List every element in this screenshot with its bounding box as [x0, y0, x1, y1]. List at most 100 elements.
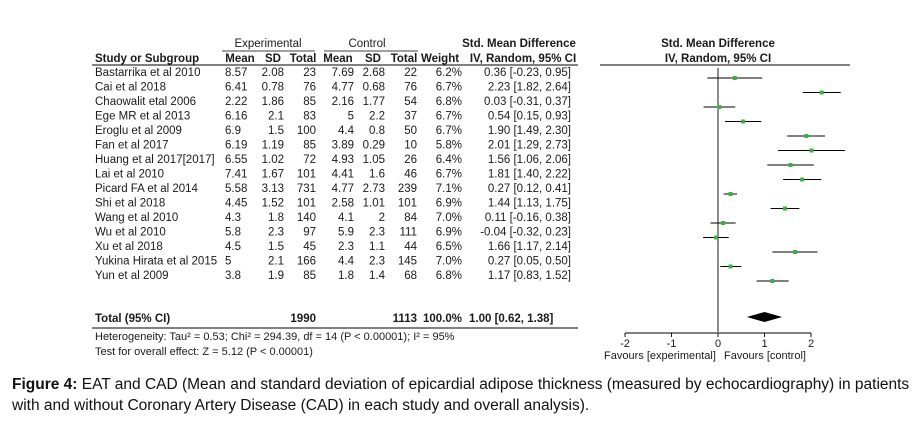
point-estimate-marker [782, 206, 787, 211]
study-name: Picard FA et al 2014 [95, 183, 199, 195]
ctrl-total-value: 239 [398, 183, 417, 195]
col-weight: Weight [421, 53, 459, 65]
exp-mean-value: 5.58 [225, 183, 247, 195]
study-name: Cai et al 2018 [95, 82, 166, 94]
point-estimate-marker [728, 264, 733, 269]
study-name: Shi et al 2018 [95, 198, 165, 210]
exp-total-value: 45 [303, 241, 316, 253]
exp-mean-value: 5.8 [225, 227, 241, 239]
header-experimental: Experimental [234, 38, 301, 50]
overall-effect-text: Test for overall effect: Z = 5.12 (P < 0… [95, 346, 313, 358]
weight-value: 7.1% [436, 183, 462, 195]
weight-value: 6.7% [436, 111, 462, 123]
pooled-estimate-diamond [746, 312, 783, 322]
ctrl-mean-value: 1.8 [338, 270, 354, 282]
col-e-total: Total [290, 53, 317, 65]
exp-sd-value: 1.5 [268, 241, 284, 253]
exp-mean-value: 8.57 [225, 67, 247, 79]
point-estimate-marker [788, 163, 793, 167]
ctrl-mean-value: 4.77 [332, 183, 354, 195]
study-name: Eroglu et al 2009 [95, 125, 182, 137]
ctrl-mean-value: 7.69 [332, 67, 354, 79]
exp-sd-value: 1.8 [268, 212, 284, 224]
x-tick-label: -1 [667, 338, 677, 350]
ci-value: 0.54 [0.15, 0.93] [488, 111, 571, 123]
weight-value: 6.7% [436, 82, 462, 94]
exp-total-value: 85 [303, 140, 316, 152]
exp-mean-value: 4.5 [225, 241, 241, 253]
ctrl-total-value: 101 [398, 198, 417, 210]
exp-mean-value: 6.9 [225, 125, 241, 137]
point-estimate-marker [714, 235, 719, 240]
study-name: Ege MR et al 2013 [95, 111, 190, 123]
exp-sd-value: 1.67 [262, 169, 284, 181]
study-name: Fan et al 2017 [95, 140, 169, 152]
ctrl-mean-value: 4.1 [338, 212, 354, 224]
ctrl-mean-value: 4.4 [338, 256, 355, 268]
ctrl-sd-value: 2.3 [369, 256, 385, 268]
ctrl-sd-value: 2.68 [363, 67, 385, 79]
caption-label: Figure 4: [12, 376, 78, 393]
ctrl-sd-value: 1.4 [369, 270, 386, 282]
ctrl-mean-value: 2.3 [338, 241, 354, 253]
ctrl-total-value: 145 [398, 256, 417, 268]
point-estimate-marker [721, 221, 726, 225]
x-tick-label: 2 [808, 338, 814, 350]
exp-total-value: 100 [297, 125, 316, 137]
col-c-total: Total [391, 53, 418, 65]
exp-sd-value: 2.1 [268, 256, 284, 268]
exp-sd-value: 1.5 [268, 125, 284, 137]
weight-value: 6.8% [436, 270, 462, 282]
point-estimate-marker [741, 119, 746, 124]
study-name: Wang et al 2010 [95, 212, 178, 224]
col-e-mean: Mean [225, 53, 254, 65]
exp-total-value: 76 [303, 82, 316, 94]
ctrl-mean-value: 5.9 [338, 227, 354, 239]
exp-total-value: 97 [303, 227, 316, 239]
favours-experimental-label: Favours [experimental] [604, 350, 716, 362]
ctrl-sd-value: 2.3 [369, 227, 385, 239]
exp-mean-value: 4.3 [225, 212, 241, 224]
ci-value: 1.17 [0.83, 1.52] [488, 270, 571, 282]
exp-mean-value: 6.41 [225, 82, 247, 94]
point-estimate-marker [793, 250, 798, 254]
ci-value: 2.01 [1.29, 2.73] [488, 140, 571, 152]
study-name: Chaowalit etal 2006 [95, 96, 196, 108]
study-name: Xu et al 2018 [95, 241, 163, 253]
total-c-total: 1113 [393, 313, 417, 325]
exp-mean-value: 5 [225, 256, 231, 268]
ctrl-sd-value: 2.2 [369, 111, 385, 123]
ci-value: 0.36 [-0.23, 0.95] [484, 67, 571, 79]
point-estimate-marker [728, 192, 733, 196]
exp-sd-value: 1.19 [262, 140, 284, 152]
ci-value: 1.44 [1.13, 1.75] [488, 198, 571, 210]
col-plot-ci: IV, Random, 95% CI [665, 53, 771, 65]
ci-value: -0.04 [-0.32, 0.23] [480, 227, 571, 239]
ctrl-mean-value: 4.77 [332, 82, 354, 94]
exp-total-value: 72 [303, 154, 316, 166]
exp-sd-value: 3.13 [262, 183, 284, 195]
exp-sd-value: 2.3 [268, 227, 284, 239]
exp-total-value: 85 [303, 96, 316, 108]
point-estimate-marker [804, 134, 809, 138]
figure-caption: Figure 4: EAT and CAD (Mean and standard… [12, 374, 912, 416]
ctrl-total-value: 50 [404, 125, 417, 137]
point-estimate-marker [717, 105, 722, 109]
total-label: Total (95% CI) [95, 313, 170, 325]
ci-value: 1.81 [1.40, 2.22] [488, 169, 571, 181]
exp-sd-value: 1.02 [262, 154, 284, 166]
ctrl-sd-value: 1.6 [369, 169, 385, 181]
ctrl-total-value: 111 [400, 227, 417, 239]
caption-text: EAT and CAD (Mean and standard deviation… [12, 376, 910, 414]
col-e-sd: SD [265, 53, 281, 65]
exp-mean-value: 2.22 [225, 96, 247, 108]
point-estimate-marker [800, 177, 805, 182]
ci-value: 0.11 [-0.16, 0.38] [485, 212, 571, 224]
ctrl-total-value: 37 [404, 111, 417, 123]
study-name: Yukina Hirata et al 2015 [95, 256, 217, 268]
weight-value: 6.7% [436, 125, 462, 137]
weight-value: 6.5% [436, 241, 462, 253]
ctrl-total-value: 54 [404, 96, 417, 108]
ctrl-total-value: 84 [404, 212, 417, 224]
ctrl-total-value: 10 [404, 140, 417, 152]
